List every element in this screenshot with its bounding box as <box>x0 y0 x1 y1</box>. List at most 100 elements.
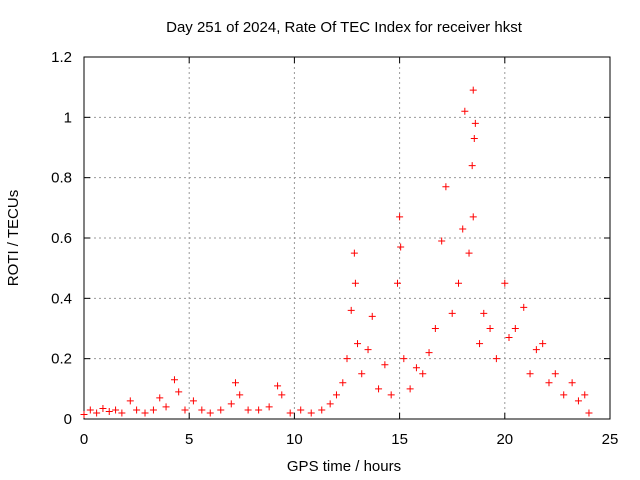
data-point <box>526 370 534 378</box>
data-point <box>162 403 170 411</box>
data-point <box>438 237 446 245</box>
data-point <box>375 385 383 393</box>
y-tick-label: 1.2 <box>51 49 72 66</box>
data-point <box>244 406 252 414</box>
data-point <box>350 249 358 257</box>
data-point <box>560 391 568 399</box>
data-point <box>581 391 589 399</box>
data-point <box>170 376 178 384</box>
data-point <box>126 397 134 405</box>
data-point <box>442 183 450 191</box>
data-point <box>231 379 239 387</box>
data-point <box>86 406 94 414</box>
data-point <box>307 409 315 417</box>
data-point <box>236 391 244 399</box>
data-point <box>255 406 263 414</box>
data-point <box>112 406 120 414</box>
data-point <box>217 406 225 414</box>
data-point <box>505 334 513 342</box>
data-point <box>387 391 395 399</box>
data-point <box>278 391 286 399</box>
data-point <box>358 370 366 378</box>
data-point <box>118 409 126 417</box>
y-tick-label: 0.2 <box>51 351 72 368</box>
data-point <box>459 225 467 233</box>
y-tick-label: 1 <box>64 109 72 126</box>
data-point <box>189 397 197 405</box>
data-point <box>465 249 473 257</box>
data-point <box>227 400 235 408</box>
data-point <box>368 312 376 320</box>
data-point <box>406 385 414 393</box>
y-tick-label: 0.8 <box>51 170 72 187</box>
data-point <box>343 355 351 363</box>
data-point <box>297 406 305 414</box>
x-axis-label: GPS time / hours <box>287 458 401 475</box>
data-point <box>501 279 509 287</box>
x-tick-label: 5 <box>185 431 193 448</box>
data-point <box>400 355 408 363</box>
x-tick-label: 20 <box>496 431 513 448</box>
data-point <box>351 279 359 287</box>
data-point <box>461 107 469 115</box>
data-point <box>332 391 340 399</box>
data-point <box>318 406 326 414</box>
data-point <box>469 213 477 221</box>
data-point <box>156 394 164 402</box>
data-point <box>274 382 282 390</box>
data-point <box>469 86 477 94</box>
ticks: 0 5 10 15 20 25 0 0.2 0.4 0.6 0.8 1 1.2 <box>51 49 618 448</box>
data-point <box>532 346 540 354</box>
data-point <box>397 243 405 251</box>
data-point <box>141 409 149 417</box>
data-point <box>286 409 294 417</box>
data-point <box>471 119 479 127</box>
data-point <box>133 406 141 414</box>
data-point <box>326 400 334 408</box>
y-axis-label: ROTI / TECUs <box>5 190 22 286</box>
data-point <box>520 303 528 311</box>
data-point <box>175 388 183 396</box>
data-point <box>198 406 206 414</box>
data-point <box>364 346 372 354</box>
plot-frame <box>83 56 611 420</box>
data-point <box>93 409 101 417</box>
data-point <box>181 406 189 414</box>
data-point <box>354 340 362 348</box>
x-tick-label: 0 <box>80 431 88 448</box>
data-point <box>468 162 476 170</box>
data-point <box>339 379 347 387</box>
data-point <box>545 379 553 387</box>
data-point <box>486 325 494 332</box>
data-point <box>381 361 389 369</box>
x-tick-label: 15 <box>391 431 408 448</box>
data-point <box>431 325 439 332</box>
data-point <box>99 404 107 412</box>
data-point <box>551 370 559 378</box>
x-tick-label: 10 <box>286 431 303 448</box>
data-point <box>470 134 478 142</box>
grid <box>84 57 610 419</box>
data-point <box>585 409 593 417</box>
data-point <box>476 340 484 348</box>
data-point <box>412 364 420 372</box>
data-point <box>539 340 547 348</box>
data-points <box>80 86 593 418</box>
data-point <box>480 309 488 317</box>
data-point <box>206 409 214 417</box>
x-tick-label: 25 <box>602 431 619 448</box>
data-point <box>448 309 456 317</box>
data-point <box>425 349 433 357</box>
y-tick-label: 0.4 <box>51 290 72 307</box>
data-point <box>396 213 404 221</box>
data-point <box>80 410 88 418</box>
data-point <box>574 397 582 405</box>
data-point <box>511 325 519 332</box>
data-point <box>419 370 427 378</box>
data-point <box>492 355 500 363</box>
data-point <box>568 379 576 387</box>
data-point <box>105 407 113 415</box>
data-point <box>149 406 157 414</box>
data-point <box>393 279 401 287</box>
